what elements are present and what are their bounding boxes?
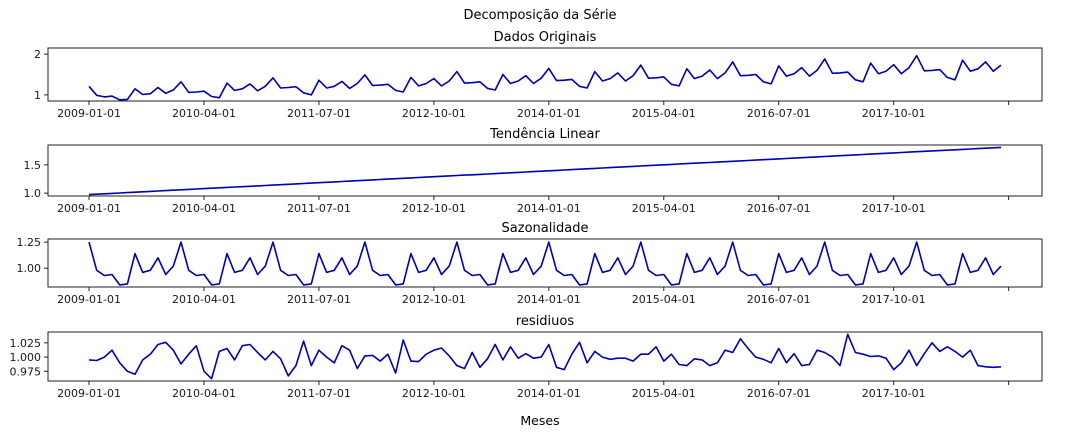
series-line-2 <box>88 241 1002 286</box>
x-tick-label: 2009-01-01 <box>57 293 121 306</box>
x-tick-label: 2016-07-01 <box>747 202 811 215</box>
series-line-3 <box>88 333 1002 380</box>
y-tick-label: 0.975 <box>10 365 42 378</box>
panel-1: Tendência Linear 1.0 1.5 2009-01-01 2010-04-… <box>24 127 1043 215</box>
x-tick-label: 2016-07-01 <box>747 293 811 306</box>
x-tick-label: 2010-04-01 <box>172 202 236 215</box>
x-tick-label: 2015-04-01 <box>632 202 696 215</box>
x-tick-label: 2014-01-01 <box>517 107 581 120</box>
plot-frame <box>47 238 1043 288</box>
x-tick-label: 2017-10-01 <box>862 387 926 400</box>
x-tick-label: 2017-10-01 <box>862 202 926 215</box>
y-tick-label: 1.5 <box>24 159 42 172</box>
x-tick-label: 2012-10-01 <box>402 293 466 306</box>
figure-suptitle: Decomposição da Série <box>463 8 616 23</box>
x-tick-label: 2014-01-01 <box>517 293 581 306</box>
x-tick-label: 2016-07-01 <box>747 387 811 400</box>
x-tick-label: 2011-07-01 <box>287 293 351 306</box>
y-tick-label: 1.000 <box>10 351 42 364</box>
panel-title: residiuos <box>516 314 574 329</box>
x-tick-label: 2011-07-01 <box>287 107 351 120</box>
panel-title: Sazonalidade <box>502 221 589 236</box>
x-tick-label: 2015-04-01 <box>632 107 696 120</box>
y-tick-label: 1.25 <box>17 236 42 249</box>
x-tick-label: 2015-04-01 <box>632 387 696 400</box>
x-tick-label: 2011-07-01 <box>287 202 351 215</box>
x-tick-label: 2009-01-01 <box>57 387 121 400</box>
panel-2: Sazonalidade 1.00 1.25 2009-01-01 2010-04-01… <box>17 221 1043 306</box>
x-axis-label: Meses <box>520 413 559 428</box>
x-tick-label: 2010-04-01 <box>172 387 236 400</box>
y-tick-label: 1.00 <box>17 262 42 275</box>
y-tick-label: 1.025 <box>10 337 42 350</box>
panel-title: Dados Originais <box>494 30 597 45</box>
x-tick-label: 2017-10-01 <box>862 293 926 306</box>
plot-frame <box>47 144 1043 197</box>
series-line-0 <box>88 54 1002 101</box>
panels-group: Dados Originais 1 2 2009-01-01 2010-04-01 201… <box>10 30 1043 400</box>
x-tick-label: 2010-04-01 <box>172 107 236 120</box>
x-tick-label: 2009-01-01 <box>57 107 121 120</box>
panel-0: Dados Originais 1 2 2009-01-01 2010-04-01 201… <box>34 30 1043 120</box>
x-tick-label: 2011-07-01 <box>287 387 351 400</box>
x-tick-label: 2015-04-01 <box>632 293 696 306</box>
y-tick-label: 2 <box>34 48 41 61</box>
y-tick-label: 1.0 <box>24 187 42 200</box>
x-tick-label: 2014-01-01 <box>517 387 581 400</box>
x-tick-label: 2012-10-01 <box>402 202 466 215</box>
plot-frame <box>47 47 1043 102</box>
x-tick-label: 2012-10-01 <box>402 107 466 120</box>
x-tick-label: 2016-07-01 <box>747 107 811 120</box>
panel-title: Tendência Linear <box>489 127 600 142</box>
x-tick-label: 2012-10-01 <box>402 387 466 400</box>
x-tick-label: 2017-10-01 <box>862 107 926 120</box>
y-tick-label: 1 <box>34 89 41 102</box>
x-tick-label: 2010-04-01 <box>172 293 236 306</box>
series-line-1 <box>88 146 1002 196</box>
x-tick-label: 2014-01-01 <box>517 202 581 215</box>
plot-frame <box>47 331 1043 382</box>
x-tick-label: 2009-01-01 <box>57 202 121 215</box>
